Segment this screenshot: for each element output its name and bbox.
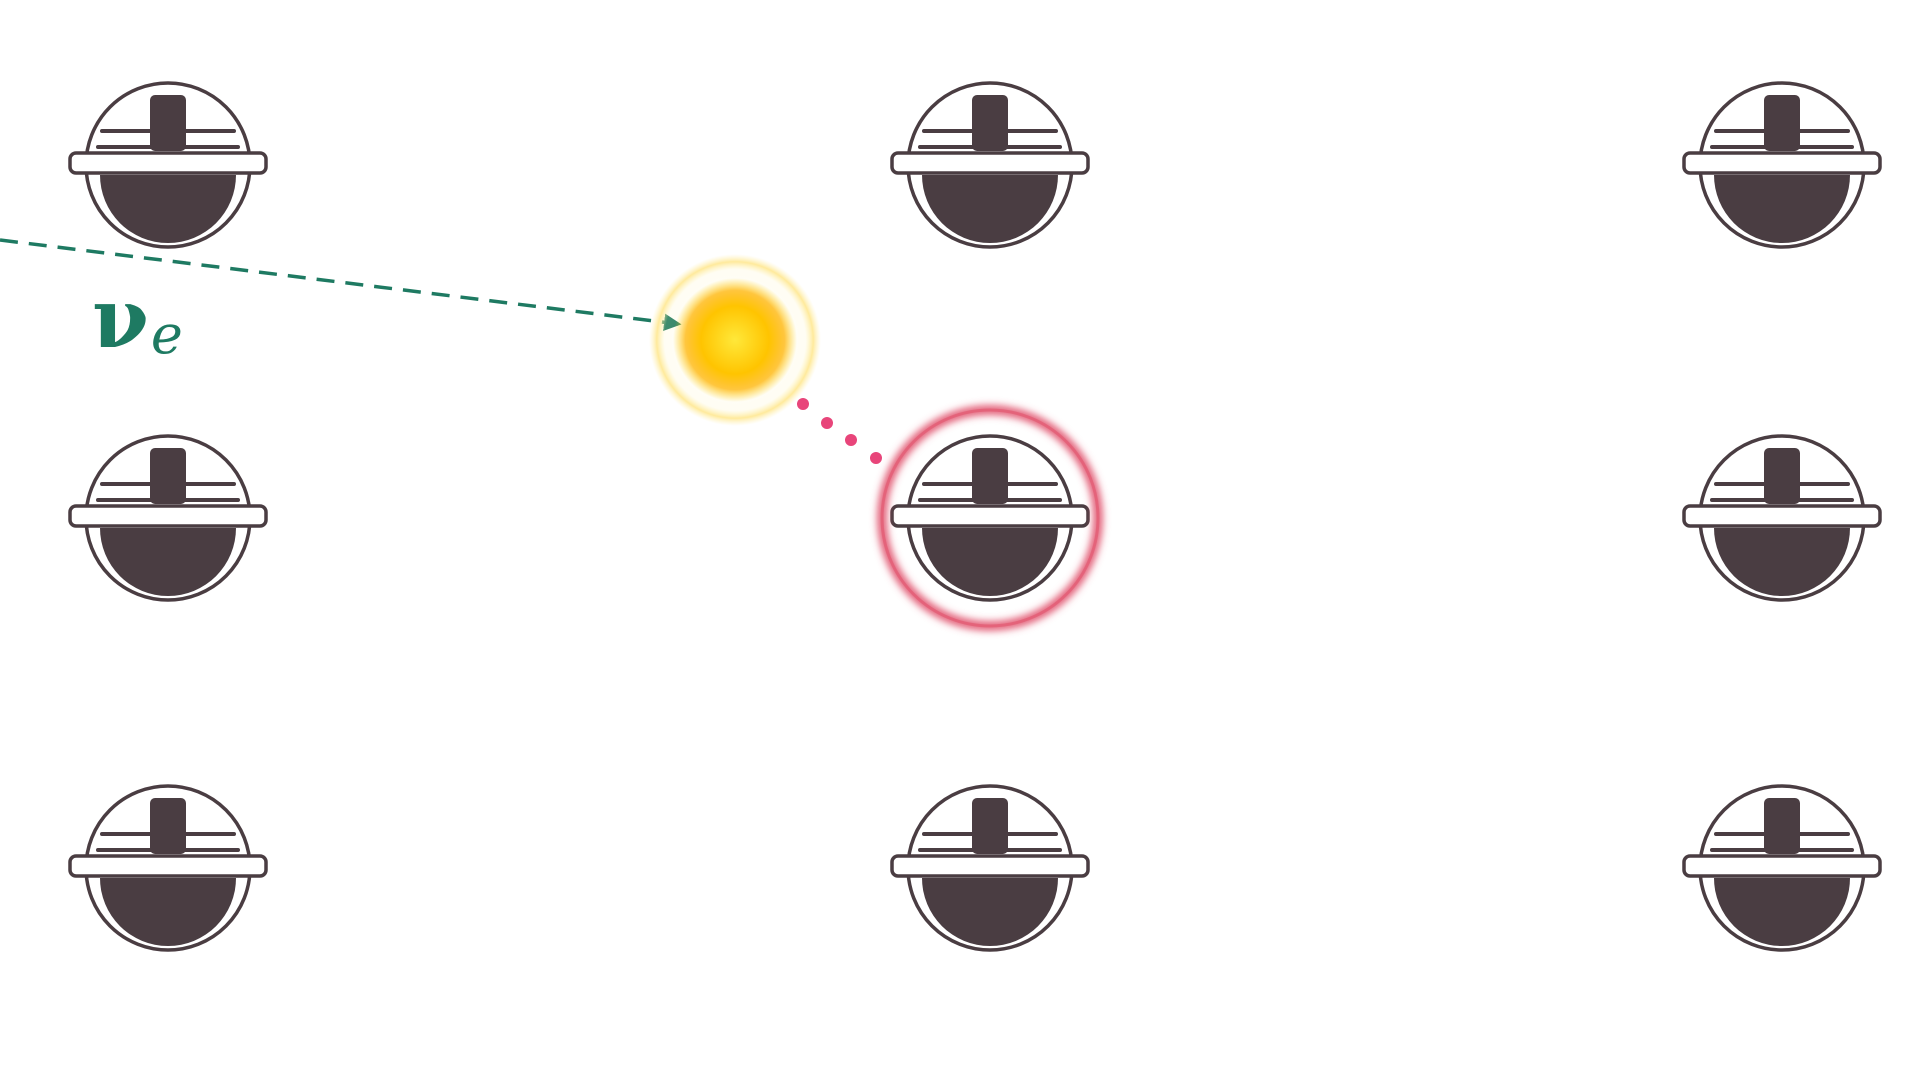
hit-module-ring-layer bbox=[877, 405, 1103, 631]
optical-module-icon bbox=[890, 81, 1090, 249]
emitted-track-dot bbox=[821, 417, 833, 429]
optical-module-icon bbox=[890, 784, 1090, 952]
neutrino-label: νe bbox=[92, 278, 183, 362]
optical-module-icon bbox=[1682, 434, 1882, 602]
optical-module-icon bbox=[1682, 784, 1882, 952]
neutrino-subscript: e bbox=[150, 303, 183, 366]
module-grid bbox=[68, 81, 1882, 952]
interaction-glow-icon bbox=[649, 254, 821, 426]
emitted-track-dot bbox=[845, 434, 857, 446]
emitted-track-dot bbox=[797, 398, 809, 410]
neutrino-symbol: ν bbox=[92, 271, 149, 367]
optical-module-icon bbox=[1682, 81, 1882, 249]
emitted-track-dot bbox=[870, 452, 882, 464]
optical-module-icon-hit bbox=[890, 434, 1090, 602]
hit-module-ring bbox=[880, 408, 1100, 628]
interaction-core bbox=[673, 278, 797, 402]
optical-module-icon bbox=[68, 434, 268, 602]
emitted-track bbox=[797, 398, 882, 464]
optical-module-icon bbox=[68, 81, 268, 249]
optical-module-icon bbox=[68, 784, 268, 952]
